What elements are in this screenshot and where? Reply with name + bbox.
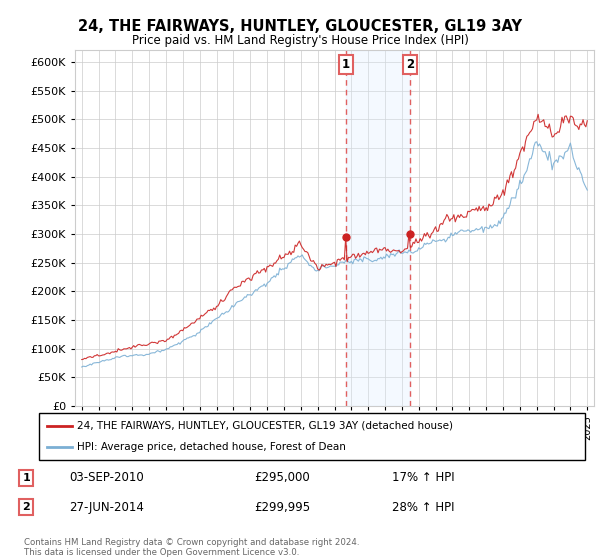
Text: HPI: Average price, detached house, Forest of Dean: HPI: Average price, detached house, Fore…	[77, 442, 346, 452]
Text: 03-SEP-2010: 03-SEP-2010	[70, 471, 145, 484]
Text: 24, THE FAIRWAYS, HUNTLEY, GLOUCESTER, GL19 3AY (detached house): 24, THE FAIRWAYS, HUNTLEY, GLOUCESTER, G…	[77, 421, 453, 431]
Text: 17% ↑ HPI: 17% ↑ HPI	[392, 471, 455, 484]
Text: Price paid vs. HM Land Registry's House Price Index (HPI): Price paid vs. HM Land Registry's House …	[131, 34, 469, 47]
Text: 2: 2	[406, 58, 414, 71]
Text: 24, THE FAIRWAYS, HUNTLEY, GLOUCESTER, GL19 3AY: 24, THE FAIRWAYS, HUNTLEY, GLOUCESTER, G…	[78, 20, 522, 34]
Text: 1: 1	[342, 58, 350, 71]
Bar	[346, 50, 410, 406]
Text: 2: 2	[23, 502, 30, 512]
Text: 27-JUN-2014: 27-JUN-2014	[70, 501, 145, 514]
Text: £295,000: £295,000	[254, 471, 310, 484]
Text: 28% ↑ HPI: 28% ↑ HPI	[392, 501, 455, 514]
Text: 1: 1	[23, 473, 30, 483]
Text: Contains HM Land Registry data © Crown copyright and database right 2024.
This d: Contains HM Land Registry data © Crown c…	[24, 538, 359, 557]
Text: £299,995: £299,995	[254, 501, 310, 514]
FancyBboxPatch shape	[39, 413, 585, 460]
